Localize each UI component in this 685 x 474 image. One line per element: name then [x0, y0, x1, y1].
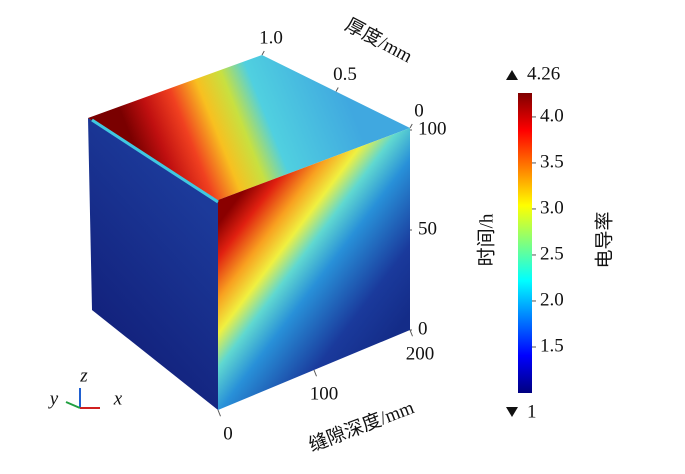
tick-mark: [409, 123, 413, 129]
tick-mark: [335, 87, 339, 92]
edge-strip: [91, 118, 219, 204]
tick-label: 0: [418, 318, 428, 339]
x-axis-title: 缝隙深度/mm: [306, 396, 418, 456]
colorbar-tick-label: 4.0: [540, 105, 564, 126]
max-arrow: [506, 70, 518, 80]
tick-label: 0.5: [333, 64, 357, 85]
y-axis-title: 厚度/mm: [341, 14, 416, 68]
tick-label: 1.0: [259, 27, 283, 48]
tick-mark: [217, 409, 221, 417]
colorbar-tick-label: 3.5: [540, 151, 564, 172]
tick-mark: [261, 50, 265, 56]
colorbar-max-label: 4.26: [527, 63, 560, 84]
tick-label: 50: [418, 218, 437, 239]
triad-label: z: [79, 365, 88, 386]
cube-left-face: [88, 118, 218, 410]
triad-label: x: [113, 388, 123, 409]
z-axis-title: 时间/h: [475, 213, 497, 266]
colorbar-title: 电导率: [593, 211, 615, 268]
tick-label: 200: [406, 343, 435, 364]
colorbar-tick-label: 2.0: [540, 289, 564, 310]
cube-top-face: [88, 55, 410, 200]
axis-triad: [65, 388, 100, 409]
colorbar: [518, 93, 532, 393]
tick-mark: [313, 369, 317, 377]
tick-label: 0: [414, 100, 424, 121]
min-arrow: [506, 407, 518, 417]
cube-right-face: [218, 128, 410, 410]
tick-label: 100: [310, 383, 339, 404]
colorbar-tick-label: 2.5: [540, 243, 564, 264]
colorbar-min-label: 1: [527, 401, 537, 422]
tick-mark: [409, 329, 413, 337]
tick-label: 100: [418, 118, 447, 139]
colorbar-tick-label: 1.5: [540, 335, 564, 356]
colorbar-tick-label: 3.0: [540, 197, 564, 218]
triad-label: y: [48, 388, 59, 409]
tick-label: 0: [223, 423, 233, 444]
